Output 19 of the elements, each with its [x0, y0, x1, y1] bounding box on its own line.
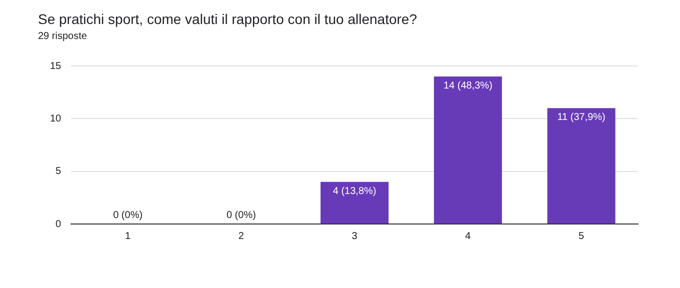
- y-tick-label: 0: [56, 218, 62, 230]
- x-tick-label: 2: [238, 230, 244, 242]
- data-label: 14 (48,3%): [443, 80, 492, 92]
- x-tick-label: 3: [352, 230, 358, 242]
- y-tick-label: 5: [56, 166, 62, 178]
- x-tick-label: 5: [578, 230, 585, 242]
- bar: [547, 108, 616, 224]
- bar: [434, 76, 502, 224]
- x-tick-label: 4: [465, 230, 472, 242]
- data-label: 11 (37,9%): [557, 112, 606, 124]
- data-label: 4 (13,8%): [332, 186, 376, 197]
- chart-title: Se pratichi sport, come valuti il rapporto con il tuo allenatore?: [38, 11, 417, 27]
- x-tick-label: 1: [125, 230, 132, 242]
- y-tick-label: 10: [50, 113, 62, 124]
- data-label: 0 (0%): [226, 210, 256, 221]
- data-label: 0 (0%): [113, 210, 143, 221]
- y-tick-label: 15: [50, 60, 62, 72]
- chart-subtitle: 29 risposte: [38, 31, 87, 42]
- bar: [320, 182, 389, 224]
